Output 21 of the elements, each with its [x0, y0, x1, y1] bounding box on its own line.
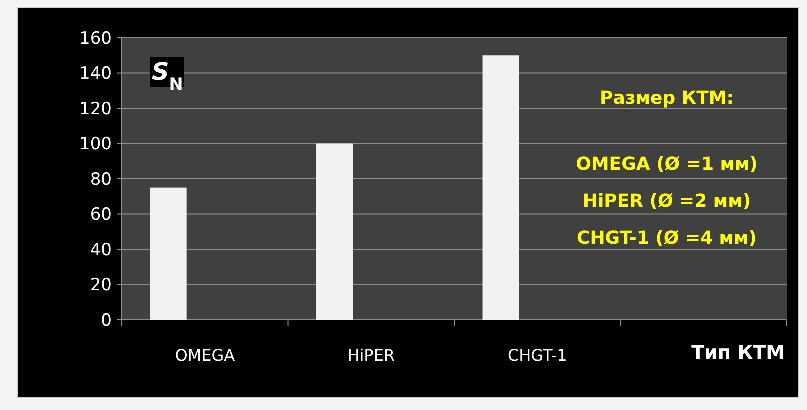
- x-axis-title: Тип КТМ: [692, 342, 785, 364]
- y-tick-label: 80: [90, 170, 112, 190]
- x-tick-label: OMEGA: [175, 346, 236, 365]
- y-tick-label: 0: [101, 310, 112, 331]
- annotation: Размер КТМ:: [600, 88, 734, 109]
- y-tick-label: 60: [90, 205, 112, 226]
- y-tick-label: 140: [80, 64, 112, 84]
- x-tick-label: CHGT-1: [508, 346, 568, 365]
- y-tick-label: 160: [80, 28, 112, 49]
- annotation: OMEGA (Ø =1 мм): [576, 154, 758, 175]
- y-tick-label: 100: [80, 134, 112, 155]
- y-tick-label: 20: [90, 276, 112, 296]
- bar: [482, 56, 520, 320]
- x-tick-label: HiPER: [348, 346, 396, 365]
- annotation: HiPER (Ø =2 мм): [582, 191, 752, 212]
- y-tick-label: 120: [80, 99, 112, 120]
- bar: [316, 144, 354, 320]
- bar: [150, 188, 187, 320]
- annotation: CHGT-1 (Ø =4 мм): [577, 228, 757, 249]
- y-axis-title: S$_{N}$: [152, 58, 184, 94]
- y-tick-label: 40: [90, 240, 112, 260]
